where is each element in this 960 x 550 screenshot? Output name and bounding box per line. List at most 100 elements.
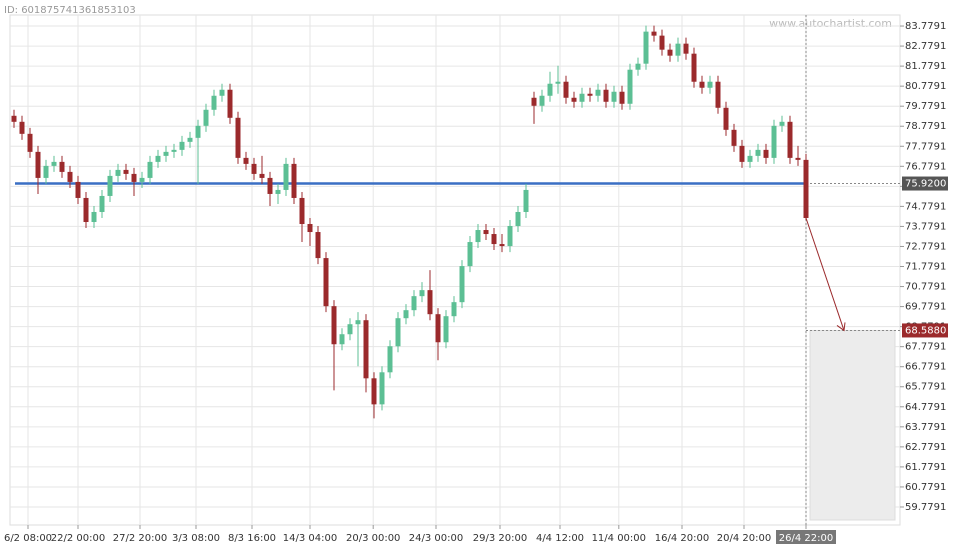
support-tag: [902, 176, 948, 191]
y-tick-label: 59.7791: [905, 502, 946, 513]
candle-body: [683, 43, 689, 54]
candle-body: [291, 163, 297, 198]
forecast-area: [809, 329, 896, 521]
candle-body: [243, 157, 249, 164]
candle-body: [667, 49, 673, 56]
candle-body: [227, 89, 233, 118]
candle-body: [755, 149, 761, 156]
plot-frame: [9, 14, 901, 526]
candle-body: [371, 378, 377, 405]
candle-body: [539, 95, 545, 106]
y-tick-label: 69.7791: [905, 302, 946, 313]
candle-body: [347, 324, 353, 335]
x-tick-label: 27/2 20:00: [113, 533, 167, 544]
candle-body: [467, 242, 473, 267]
candle-body: [27, 133, 33, 152]
candle-body: [435, 314, 441, 343]
candle-body: [747, 155, 753, 162]
candle-body: [323, 258, 329, 307]
forecast-arrowhead: [836, 322, 846, 332]
candle-body: [403, 310, 409, 319]
candle-body: [595, 89, 601, 96]
y-tick-label: 79.7791: [905, 101, 946, 112]
y-tick-label: 78.7791: [905, 121, 946, 132]
y-tick-label: 82.7791: [905, 41, 946, 52]
candle-body: [123, 169, 129, 174]
candle-body: [11, 115, 17, 122]
candle-body: [555, 81, 561, 84]
chart-id: ID: 601875741361853103: [4, 5, 136, 16]
candle-body: [267, 177, 273, 194]
candle-body: [475, 230, 481, 243]
candle-body: [139, 177, 145, 182]
y-tick-label: 83.7791: [905, 21, 946, 32]
candle-body: [715, 81, 721, 108]
x-tick-label: 29/3 20:00: [473, 533, 527, 544]
candle-body: [739, 145, 745, 162]
candle-body: [163, 151, 169, 156]
candle-body: [587, 93, 593, 96]
candle-body: [611, 91, 617, 102]
x-tick-label: 16/4 20:00: [655, 533, 709, 544]
y-tick-label: 72.7791: [905, 241, 946, 252]
x-tick-label: 4/4 12:00: [536, 533, 584, 544]
candle-body: [523, 189, 529, 212]
candle-body: [787, 121, 793, 158]
candle-body: [651, 31, 657, 36]
candle-body: [307, 224, 313, 233]
candle-body: [43, 165, 49, 178]
target-tag-label: 68.5880: [905, 325, 946, 336]
y-tick-label: 66.7791: [905, 362, 946, 373]
candle-body: [315, 232, 321, 259]
candle-body: [723, 107, 729, 130]
candle-body: [67, 171, 73, 182]
candle-body: [91, 211, 97, 223]
candle-body: [203, 109, 209, 126]
candle-body: [531, 97, 537, 106]
candle-body: [99, 195, 105, 212]
candle-body: [499, 244, 505, 247]
candle-body: [171, 149, 177, 152]
candle-body: [187, 137, 193, 142]
candle-body: [411, 296, 417, 311]
candle-body: [75, 181, 81, 198]
candle-body: [571, 97, 577, 102]
x-tick-label: 6/2 08:00: [4, 533, 52, 544]
candle-body: [387, 346, 393, 373]
candle-body: [803, 159, 809, 218]
candle-body: [259, 173, 265, 178]
x-tick-label: 14/3 04:00: [283, 533, 337, 544]
y-tick-label: 62.7791: [905, 442, 946, 453]
candle-body: [395, 318, 401, 347]
candle-body: [251, 163, 257, 174]
candle-body: [771, 125, 777, 158]
candle-body: [107, 175, 113, 196]
candle-body: [459, 266, 465, 303]
candle-body: [603, 89, 609, 102]
candle-body: [659, 35, 665, 50]
candle-body: [195, 125, 201, 138]
x-tick-label: 24/3 00:00: [409, 533, 463, 544]
candle-body: [427, 290, 433, 315]
candle-body: [131, 173, 137, 182]
candle-body: [83, 197, 89, 223]
candle-body: [443, 316, 449, 343]
candle-body: [19, 121, 25, 134]
y-tick-label: 63.7791: [905, 422, 946, 433]
y-tick-label: 65.7791: [905, 382, 946, 393]
candle-body: [283, 163, 289, 190]
y-tick-label: 71.7791: [905, 262, 946, 273]
y-tick-label: 73.7791: [905, 221, 946, 232]
candle-body: [379, 372, 385, 405]
candle-body: [547, 83, 553, 96]
y-tick-label: 64.7791: [905, 402, 946, 413]
candle-body: [331, 306, 337, 345]
candle-body: [179, 141, 185, 150]
candle-body: [483, 230, 489, 235]
candle-body: [515, 211, 521, 227]
x-tick-label: 20/4 20:00: [717, 533, 771, 544]
candle-body: [635, 63, 641, 70]
candle-body: [491, 234, 497, 245]
candle-body: [675, 43, 681, 56]
